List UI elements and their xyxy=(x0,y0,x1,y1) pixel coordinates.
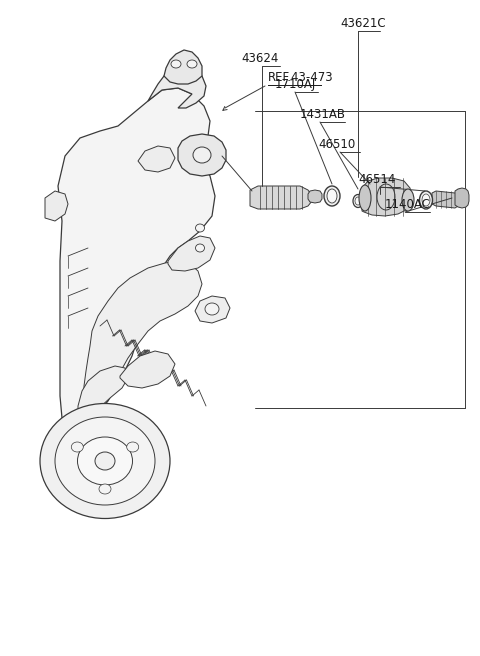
Text: 46514: 46514 xyxy=(358,173,396,186)
Ellipse shape xyxy=(72,442,84,452)
Text: 43621C: 43621C xyxy=(340,17,385,30)
Polygon shape xyxy=(195,296,230,323)
Ellipse shape xyxy=(77,437,132,485)
Ellipse shape xyxy=(422,194,430,206)
Polygon shape xyxy=(362,178,412,216)
Ellipse shape xyxy=(195,224,204,232)
Polygon shape xyxy=(148,66,206,108)
Ellipse shape xyxy=(355,197,361,205)
Ellipse shape xyxy=(327,189,337,203)
Ellipse shape xyxy=(353,194,363,207)
Polygon shape xyxy=(138,146,175,172)
Ellipse shape xyxy=(127,442,139,452)
Text: 1431AB: 1431AB xyxy=(300,108,346,121)
Polygon shape xyxy=(178,134,226,176)
Ellipse shape xyxy=(195,244,204,252)
Polygon shape xyxy=(164,50,202,84)
Ellipse shape xyxy=(193,147,211,163)
Polygon shape xyxy=(432,191,460,208)
Ellipse shape xyxy=(205,303,219,315)
Polygon shape xyxy=(455,188,469,208)
Text: 1140AC: 1140AC xyxy=(385,198,431,211)
Polygon shape xyxy=(58,88,215,426)
Polygon shape xyxy=(308,190,322,203)
Ellipse shape xyxy=(187,60,197,68)
Text: 1710AJ: 1710AJ xyxy=(275,78,316,91)
Polygon shape xyxy=(250,186,312,209)
Text: 43624: 43624 xyxy=(241,52,278,65)
Polygon shape xyxy=(78,366,128,418)
Ellipse shape xyxy=(324,186,340,206)
Ellipse shape xyxy=(359,185,371,211)
Text: 46510: 46510 xyxy=(318,138,355,151)
Ellipse shape xyxy=(171,60,181,68)
Polygon shape xyxy=(120,351,175,388)
Ellipse shape xyxy=(40,403,170,518)
Ellipse shape xyxy=(420,191,432,209)
Ellipse shape xyxy=(99,484,111,494)
Ellipse shape xyxy=(95,452,115,470)
Polygon shape xyxy=(45,191,68,221)
Polygon shape xyxy=(84,261,202,408)
Ellipse shape xyxy=(55,417,155,505)
Polygon shape xyxy=(168,236,215,271)
Text: REF.43-473: REF.43-473 xyxy=(268,71,334,84)
Ellipse shape xyxy=(402,189,414,211)
